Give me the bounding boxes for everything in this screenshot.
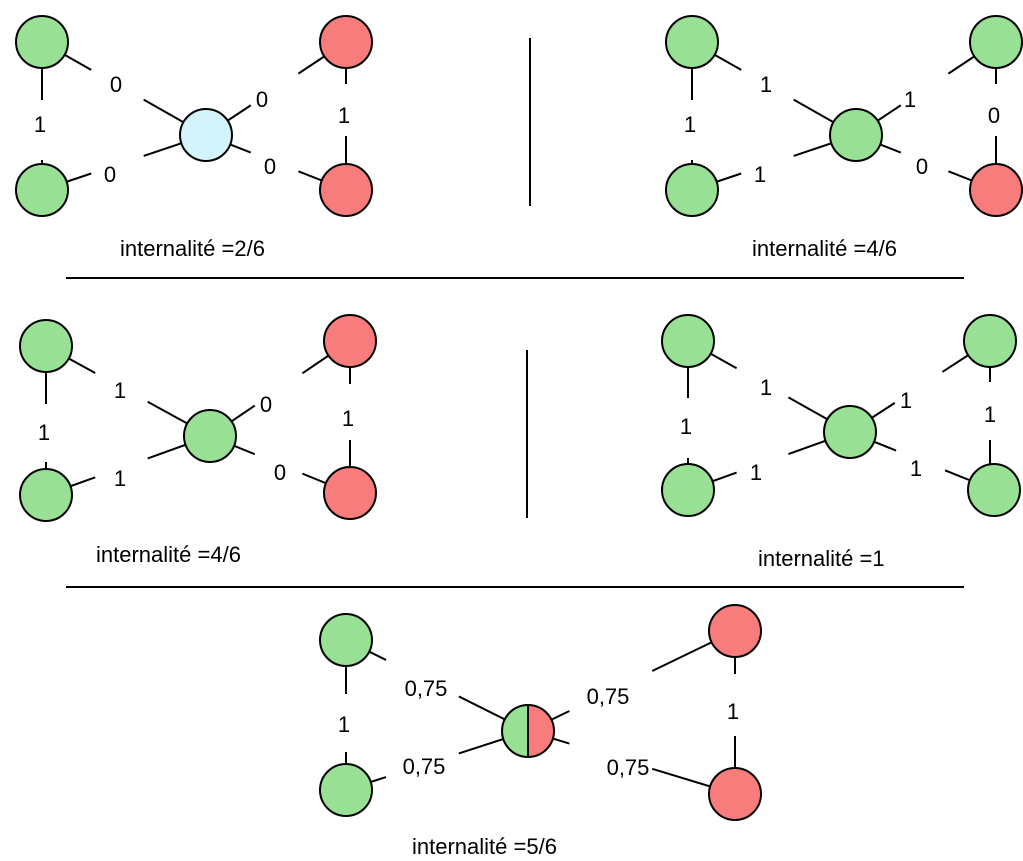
edge-weight-label: 1 — [34, 112, 46, 137]
node-br-red — [323, 466, 377, 520]
edge-weight-label: 1 — [680, 414, 692, 439]
node-bl-green — [15, 163, 69, 217]
edge-weight-label: 0 — [110, 72, 122, 97]
edge-weight-label: 0 — [916, 154, 928, 179]
node-tl-green — [661, 314, 715, 368]
edge-weight-label: 0,75 — [405, 676, 448, 701]
panel-4: 1 1 1 1 1 1 internalité =1 — [661, 314, 1021, 571]
edge-weight-label: 0 — [274, 460, 286, 485]
node-bl-green — [661, 463, 715, 517]
edge-c-tr: 0,75 — [527, 630, 736, 732]
node-c-green — [823, 405, 877, 459]
edge-weight-label: 1 — [760, 375, 772, 400]
edge-weight-label: 1 — [38, 420, 50, 445]
edge-weight-label: 0,75 — [403, 754, 446, 779]
edge-weight-label: 0 — [256, 87, 268, 112]
edge-tl-c: 1 — [691, 41, 857, 136]
edge-weight-label: 0 — [260, 392, 272, 417]
edge-tl-c: 0,75 — [345, 639, 529, 732]
edge-tl-c: 0 — [41, 41, 207, 136]
edge-weight-label: 0 — [264, 154, 276, 179]
node-tl-green — [665, 15, 719, 69]
node-br-red — [969, 163, 1023, 217]
edge-weight-label: 1 — [727, 699, 739, 724]
edge-bl-c: 0,75 — [345, 730, 529, 791]
edge-weight-label: 0 — [988, 103, 1000, 128]
edge-weight-label: 1 — [338, 103, 350, 128]
edge-weight-label: 1 — [750, 460, 762, 485]
node-c-green — [183, 409, 237, 463]
node-tr-green — [963, 314, 1017, 368]
internality-caption: internalité =4/6 — [96, 542, 241, 567]
node-c-split-green-red — [501, 704, 555, 758]
node-bl-green — [319, 763, 373, 817]
node-tr-red — [708, 604, 762, 658]
edge-weight-label: 1 — [900, 388, 912, 413]
edge-c-br: 0,75 — [527, 730, 736, 795]
node-bl-green — [665, 163, 719, 217]
node-br-red — [319, 163, 373, 217]
node-bl-green — [19, 468, 73, 522]
node-br-red — [708, 767, 762, 821]
graph-panels: 1 0 0 0 0 1 internalité =2/6 1 1 1 1 0 0 internalité … — [15, 15, 1023, 859]
internality-caption: internalité =2/6 — [120, 236, 265, 261]
edge-weight-label: 0,75 — [587, 684, 630, 709]
edge-weight-label: 1 — [760, 72, 772, 97]
edge-weight-label: 1 — [984, 402, 996, 427]
edge-tl-c: 1 — [687, 340, 851, 433]
edge-weight-label: 0,75 — [607, 755, 650, 780]
node-tr-green — [969, 15, 1023, 69]
edge-weight-label: 1 — [910, 456, 922, 481]
edge-weight-label: 1 — [114, 378, 126, 403]
edge-weight-label: 1 — [114, 466, 126, 491]
panel-1: 1 0 0 0 0 1 internalité =2/6 — [15, 15, 373, 261]
edge-weight-label: 1 — [338, 712, 350, 737]
panel-5: 1 0,75 0,75 0,75 0,75 1 internalité =5/6 — [319, 604, 762, 859]
node-tr-red — [319, 15, 373, 69]
edge-weight-label: 0 — [104, 162, 116, 187]
node-br-green — [967, 463, 1021, 517]
node-tl-green — [15, 15, 69, 69]
panel-2: 1 1 1 1 0 0 internalité =4/6 — [665, 15, 1023, 261]
internality-caption: internalité =4/6 — [752, 236, 897, 261]
internality-caption: internalité =1 — [758, 546, 885, 571]
edge-weight-label: 1 — [754, 162, 766, 187]
internality-caption: internalité =5/6 — [412, 834, 557, 859]
node-tr-red — [323, 314, 377, 368]
node-c-blue — [179, 108, 233, 162]
edge-tl-c: 1 — [45, 345, 211, 437]
node-c-green — [829, 108, 883, 162]
panel-3: 1 1 1 0 0 1 internalité =4/6 — [19, 314, 377, 567]
edge-weight-label: 1 — [342, 406, 354, 431]
node-tl-green — [319, 613, 373, 667]
node-tl-green — [19, 319, 73, 373]
edge-weight-label: 1 — [684, 112, 696, 137]
edge-weight-label: 1 — [904, 87, 916, 112]
